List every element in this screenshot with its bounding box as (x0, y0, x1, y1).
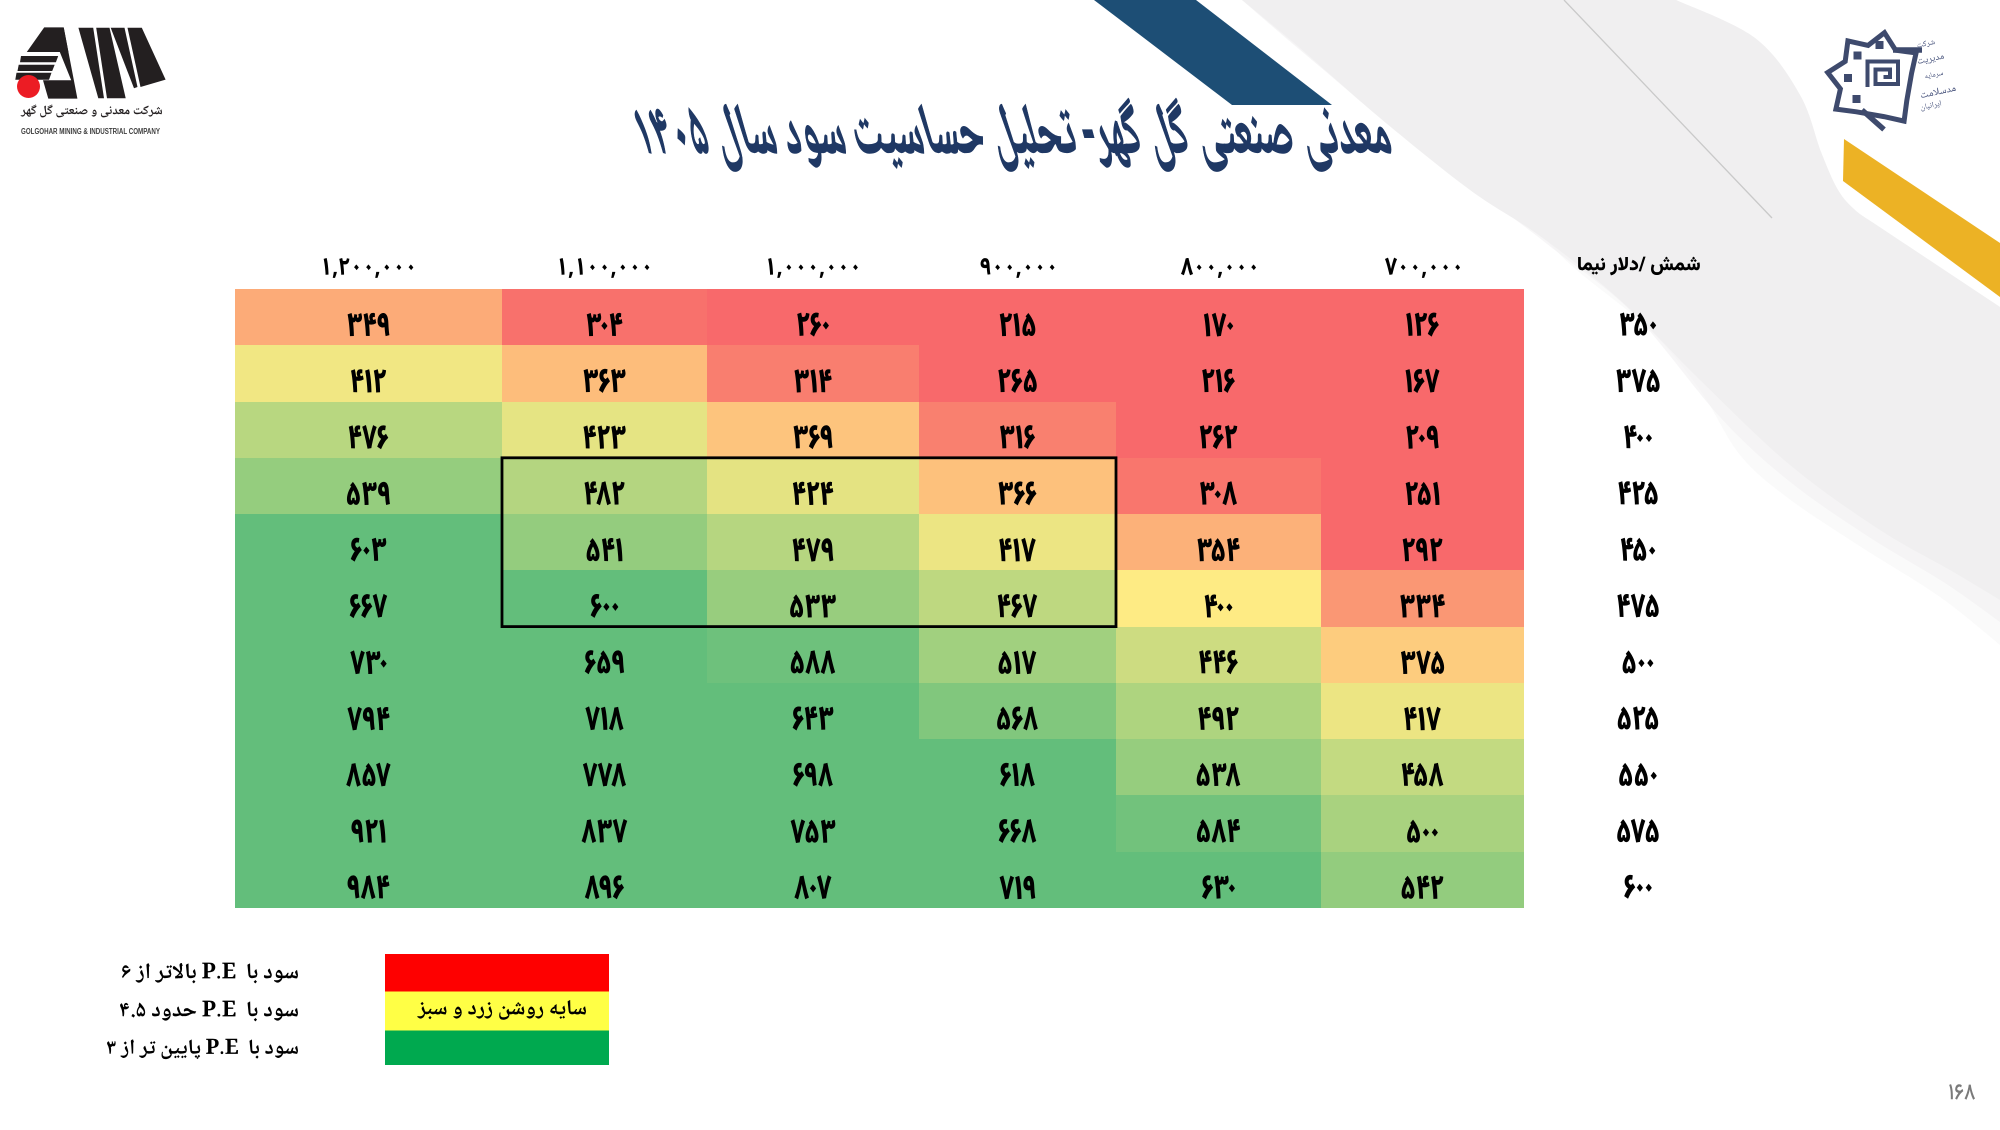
svg-text:GOLGOHAR MINING & INDUSTRIAL C: GOLGOHAR MINING & INDUSTRIAL COMPANY (21, 126, 160, 136)
